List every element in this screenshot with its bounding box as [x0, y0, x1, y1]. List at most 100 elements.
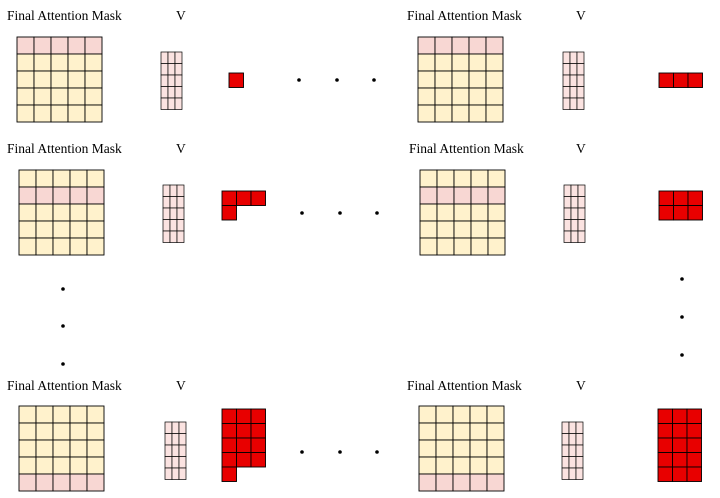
ellipsis-dot — [375, 211, 379, 215]
mask-cell — [468, 70, 487, 89]
v-cell — [575, 467, 584, 480]
mask-cell — [470, 186, 489, 205]
mask-cell — [35, 203, 54, 222]
v-cell — [169, 207, 178, 220]
mask-cell — [434, 53, 453, 72]
v-cell — [568, 467, 577, 480]
mask-cell — [52, 203, 71, 222]
mask-cell — [33, 104, 52, 123]
mask-cell — [84, 104, 103, 123]
v-cell — [575, 456, 584, 469]
output-cell — [673, 190, 689, 206]
mask-cell — [486, 439, 505, 458]
v-cell — [178, 467, 187, 480]
ellipsis-dot — [375, 450, 379, 454]
v-cell — [561, 433, 570, 446]
output-cell — [657, 466, 673, 482]
output-cell — [658, 205, 674, 221]
output-cell — [236, 423, 252, 439]
v-cell — [562, 51, 571, 64]
mask-cell — [418, 439, 437, 458]
panel-5: Final Attention Mask V — [7, 378, 379, 492]
vertical-ellipsis-dot — [61, 324, 65, 328]
output-cell — [250, 452, 266, 468]
vertical-ellipsis-dot — [680, 353, 684, 357]
mask-cell — [468, 53, 487, 72]
v-cell — [174, 51, 183, 64]
mask-cell — [469, 473, 488, 492]
output-cell — [672, 408, 688, 424]
v-cell — [576, 63, 585, 76]
mask-cell — [18, 203, 37, 222]
mask-cell — [52, 169, 71, 188]
mask-cell — [18, 405, 37, 424]
output-cell — [686, 437, 702, 453]
attention-mask-grid — [18, 169, 105, 256]
mask-cell — [67, 53, 86, 72]
mask-cell — [86, 186, 105, 205]
v-cell — [577, 219, 586, 232]
mask-cell — [469, 422, 488, 441]
mask-cell — [436, 169, 455, 188]
mask-cell — [451, 53, 470, 72]
output-cell — [686, 408, 702, 424]
mask-cell — [52, 237, 71, 256]
v-cell — [178, 421, 187, 434]
v-cell — [576, 74, 585, 87]
v-cell — [171, 467, 180, 480]
v-cell — [561, 456, 570, 469]
mask-cell — [485, 70, 504, 89]
mask-cell — [436, 186, 455, 205]
v-cell — [162, 230, 171, 243]
mask-cell — [452, 422, 471, 441]
output-cell — [673, 72, 689, 88]
mask-cell — [486, 473, 505, 492]
v-cell — [570, 207, 579, 220]
mask-cell — [18, 456, 37, 475]
output-cell — [657, 408, 673, 424]
mask-cell — [86, 456, 105, 475]
mask-cell — [86, 220, 105, 239]
mask-cell — [69, 169, 88, 188]
mask-cell — [52, 405, 71, 424]
mask-cell — [453, 186, 472, 205]
v-cell — [178, 444, 187, 457]
v-cell — [169, 219, 178, 232]
mask-cell — [487, 220, 506, 239]
v-cell — [563, 219, 572, 232]
mask-cell — [50, 104, 69, 123]
v-cell — [174, 86, 183, 99]
mask-cell — [52, 186, 71, 205]
mask-cell — [69, 220, 88, 239]
mask-cell — [69, 186, 88, 205]
v-cell — [162, 207, 171, 220]
mask-cell — [434, 36, 453, 55]
panel-3: Final Attention Mask V — [7, 141, 379, 256]
output-cell — [221, 423, 237, 439]
mask-cell — [451, 70, 470, 89]
output-cell — [686, 452, 702, 468]
mask-cell — [16, 36, 35, 55]
mask-cell — [86, 203, 105, 222]
v-cell — [162, 184, 171, 197]
v-cell — [167, 63, 176, 76]
output-cell — [221, 205, 237, 221]
output-matrix — [221, 190, 266, 221]
mask-cell — [436, 203, 455, 222]
v-cell — [563, 184, 572, 197]
output-cell — [686, 423, 702, 439]
mask-cell — [436, 237, 455, 256]
mask-cell — [86, 473, 105, 492]
mask-cell — [69, 203, 88, 222]
mask-cell — [453, 203, 472, 222]
output-cell — [672, 452, 688, 468]
mask-cell — [452, 456, 471, 475]
mask-cell — [16, 53, 35, 72]
v-cell — [160, 51, 169, 64]
output-cell — [250, 408, 266, 424]
v-cell — [562, 86, 571, 99]
mask-cell — [419, 186, 438, 205]
mask-cell — [18, 439, 37, 458]
ellipsis-dot — [338, 211, 342, 215]
v-cell — [164, 444, 173, 457]
